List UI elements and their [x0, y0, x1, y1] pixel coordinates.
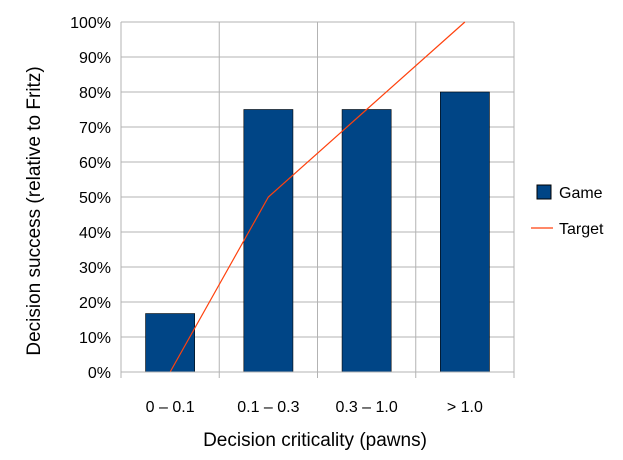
bar-game: [440, 91, 490, 373]
x-tick-label: 0.3 – 1.0: [335, 399, 397, 416]
y-tick-label: 40%: [79, 225, 111, 242]
bars: [145, 91, 490, 373]
target-line: [169, 21, 466, 373]
y-tick-label: 20%: [79, 295, 111, 312]
y-tick-label: 100%: [70, 15, 111, 32]
legend: Game Target: [531, 184, 604, 238]
y-tick-label: 30%: [79, 260, 111, 277]
y-tick-label: 50%: [79, 190, 111, 207]
y-tick-labels: 0% 10% 20% 30% 40% 50% 60% 70% 80% 90% 100%: [70, 15, 111, 382]
x-axis-title: Decision criticality (pawns): [203, 430, 427, 451]
legend-label-target: Target: [559, 221, 604, 238]
legend-label-game: Game: [559, 185, 603, 202]
bar-game: [341, 109, 392, 373]
x-tick-label: > 1.0: [447, 399, 483, 416]
y-tick-label: 80%: [79, 85, 111, 102]
y-tick-label: 10%: [79, 330, 111, 347]
y-tick-label: 70%: [79, 120, 111, 137]
y-tick-label: 60%: [79, 155, 111, 172]
bar-game: [243, 109, 294, 373]
y-tick-label: 0%: [88, 365, 111, 382]
axes: [120, 22, 514, 373]
y-axis-title: Decision success (relative to Fritz): [24, 66, 45, 355]
target-line-layer: [169, 21, 466, 373]
legend-swatch-game: [536, 184, 552, 200]
y-tick-label: 90%: [79, 50, 111, 67]
x-tick-label: 0 – 0.1: [146, 399, 195, 416]
x-tick-label: 0.1 – 0.3: [237, 399, 299, 416]
x-tick-labels: 0 – 0.1 0.1 – 0.3 0.3 – 1.0 > 1.0: [146, 399, 483, 416]
bar-game: [145, 313, 195, 373]
